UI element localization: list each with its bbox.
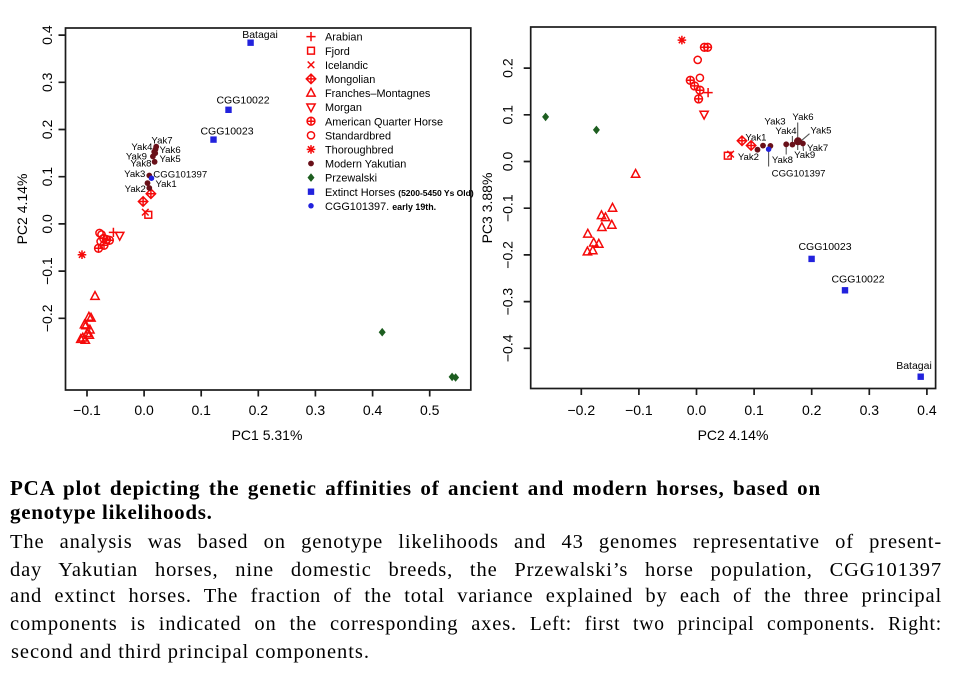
svg-text:Batagai: Batagai [896,360,932,372]
svg-text:PC3 3.88%: PC3 3.88% [479,173,495,244]
svg-text:Yak2: Yak2 [125,184,146,195]
svg-text:CGG101397: CGG101397 [153,170,207,181]
svg-text:0.0: 0.0 [500,152,516,172]
svg-text:−0.2: −0.2 [39,304,55,332]
svg-text:Yak9: Yak9 [794,150,815,161]
svg-text:CGG10022: CGG10022 [831,274,884,286]
svg-text:0.1: 0.1 [39,167,55,187]
svg-text:Modern Yakutian: Modern Yakutian [325,159,406,171]
svg-text:Standardbred: Standardbred [325,130,391,142]
svg-text:0.3: 0.3 [860,402,880,418]
svg-text:0.0: 0.0 [687,402,707,418]
svg-text:0.2: 0.2 [39,120,55,140]
svg-text:0.4: 0.4 [917,402,937,418]
svg-text:Yak9: Yak9 [126,152,147,163]
svg-text:−0.2: −0.2 [500,241,516,269]
svg-text:Yak8: Yak8 [772,155,793,166]
svg-text:Thoroughbred: Thoroughbred [325,145,393,157]
svg-text:0.1: 0.1 [500,105,516,125]
svg-text:−0.2: −0.2 [567,402,595,418]
svg-text:Yak2: Yak2 [738,152,759,163]
svg-text:Yak3: Yak3 [764,117,785,128]
svg-text:Franches–Montagnes: Franches–Montagnes [325,88,431,100]
svg-text:Fjord: Fjord [325,46,350,58]
svg-text:PC1 5.31%: PC1 5.31% [232,427,303,443]
svg-text:−0.1: −0.1 [39,257,55,285]
svg-text:PC2 4.14%: PC2 4.14% [14,174,30,245]
svg-text:Yak1: Yak1 [156,179,177,190]
svg-text:Yak7: Yak7 [151,136,172,147]
svg-text:Yak8: Yak8 [130,158,151,169]
svg-text:CGG10023: CGG10023 [200,126,253,138]
svg-text:−0.3: −0.3 [500,288,516,316]
svg-text:Batagai: Batagai [242,29,278,41]
svg-text:0.2: 0.2 [249,402,269,418]
svg-text:Yak4: Yak4 [131,142,153,153]
svg-text:Yak5: Yak5 [810,125,831,136]
svg-text:Przewalski: Przewalski [325,173,377,185]
svg-text:American Quarter Horse: American Quarter Horse [325,116,443,128]
svg-text:0.5: 0.5 [420,402,440,418]
svg-text:−0.1: −0.1 [73,402,101,418]
svg-text:Extinct Horses (5200-5450 Ys O: Extinct Horses (5200-5450 Ys Old) [325,187,474,199]
svg-text:0.2: 0.2 [802,402,822,418]
svg-text:Icelandic: Icelandic [325,60,369,72]
svg-text:0.1: 0.1 [191,402,211,418]
svg-text:CGG101397. early 19th.: CGG101397. early 19th. [325,201,436,213]
svg-text:0.1: 0.1 [744,402,764,418]
svg-text:CGG101397: CGG101397 [772,169,826,180]
svg-text:Arabian: Arabian [325,32,363,44]
svg-text:Yak3: Yak3 [124,169,145,180]
svg-text:Yak4: Yak4 [775,126,797,137]
svg-text:Yak6: Yak6 [160,145,181,156]
svg-text:0.4: 0.4 [39,25,55,45]
svg-text:Yak1: Yak1 [745,133,766,144]
svg-text:0.2: 0.2 [500,58,516,78]
svg-text:CGG10023: CGG10023 [798,241,851,253]
svg-text:0.3: 0.3 [306,402,326,418]
svg-text:Morgan: Morgan [325,102,362,114]
svg-text:0.0: 0.0 [39,214,55,234]
svg-text:−0.4: −0.4 [500,334,516,362]
svg-text:Yak6: Yak6 [792,112,813,123]
svg-text:0.3: 0.3 [39,72,55,92]
svg-text:−0.1: −0.1 [625,402,653,418]
svg-text:−0.1: −0.1 [500,194,516,222]
svg-text:0.0: 0.0 [134,402,154,418]
svg-text:Yak7: Yak7 [807,143,828,154]
svg-text:CGG10022: CGG10022 [216,95,269,107]
svg-text:Yak5: Yak5 [160,154,181,165]
svg-text:PC2 4.14%: PC2 4.14% [698,427,769,443]
svg-text:Mongolian: Mongolian [325,74,375,86]
svg-text:0.4: 0.4 [363,402,383,418]
